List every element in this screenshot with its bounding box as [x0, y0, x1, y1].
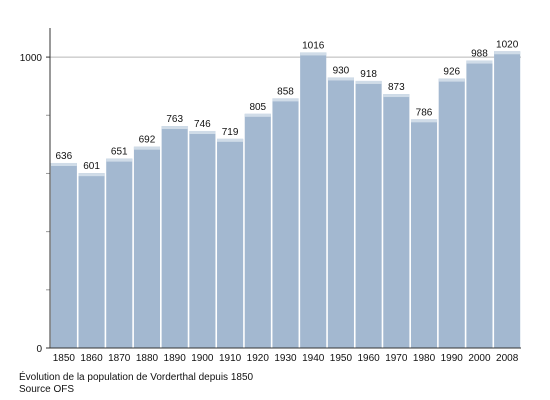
bar-1890 — [161, 126, 188, 348]
x-tick-label: 1920 — [247, 353, 270, 364]
x-tick-label: 2008 — [496, 353, 519, 364]
bar-highlight — [217, 138, 244, 142]
value-label: 988 — [471, 49, 488, 60]
value-label: 930 — [333, 65, 350, 76]
value-label: 873 — [388, 82, 405, 93]
value-label: 719 — [222, 127, 239, 138]
bar-1960 — [355, 80, 382, 348]
bar-highlight — [244, 113, 271, 117]
value-label: 805 — [249, 102, 266, 113]
bar-1930 — [272, 98, 299, 349]
x-tick-label: 1850 — [53, 353, 76, 364]
value-labels: 636 1850 601 1860 651 1870 692 1880 763 1890 746 19… — [53, 39, 519, 364]
x-tick-label: 1970 — [385, 353, 408, 364]
bar-1910 — [217, 138, 244, 348]
bar-1900 — [189, 130, 216, 348]
chart-caption-source: Source OFS — [19, 384, 75, 395]
value-label: 601 — [83, 161, 100, 172]
bar-1990 — [438, 78, 465, 349]
value-label: 763 — [166, 114, 183, 125]
value-label: 1016 — [302, 40, 325, 51]
bar-1870 — [106, 158, 133, 348]
bar-highlight — [106, 158, 133, 162]
value-label: 1020 — [496, 39, 519, 50]
value-label: 918 — [360, 69, 377, 80]
x-tick-label: 1950 — [330, 353, 353, 364]
bar-1980 — [410, 119, 438, 348]
bar-highlight — [189, 130, 216, 134]
x-tick-label: 1980 — [413, 353, 436, 364]
bar-highlight — [161, 126, 188, 130]
bar-highlight — [327, 77, 354, 81]
bars — [50, 51, 521, 349]
chart-caption-title: Évolution de la population de Vorderthal… — [19, 372, 254, 383]
y-tick-label: 1000 — [20, 53, 43, 64]
bar-highlight — [466, 60, 493, 64]
bar-highlight — [355, 80, 382, 84]
bar-highlight — [494, 51, 521, 55]
value-label: 692 — [139, 135, 156, 146]
axes: 0 1000 — [20, 28, 521, 355]
x-tick-label: 1910 — [219, 353, 242, 364]
value-label: 636 — [56, 151, 73, 162]
bar-highlight — [272, 98, 299, 102]
x-tick-label: 1960 — [357, 353, 380, 364]
bar-1850 — [50, 162, 77, 348]
bar-2008 — [494, 51, 521, 348]
x-tick-label: 1940 — [302, 353, 325, 364]
bar-highlight — [78, 173, 105, 177]
x-tick-label: 1930 — [274, 353, 297, 364]
x-tick-label: 1860 — [80, 353, 103, 364]
bar-1940 — [300, 52, 327, 348]
bar-highlight — [133, 146, 161, 150]
x-tick-label: 1890 — [164, 353, 187, 364]
value-label: 786 — [416, 107, 433, 118]
bar-1860 — [78, 173, 105, 348]
x-tick-label: 1990 — [441, 353, 464, 364]
bar-2000 — [466, 60, 493, 348]
bar-highlight — [410, 119, 438, 123]
value-label: 858 — [277, 86, 294, 97]
value-label: 926 — [443, 67, 460, 78]
bar-1920 — [244, 113, 271, 349]
value-label: 651 — [111, 147, 128, 158]
x-tick-label: 1900 — [191, 353, 214, 364]
x-tick-label: 1880 — [136, 353, 159, 364]
bar-1880 — [133, 146, 161, 348]
bar-highlight — [50, 162, 77, 166]
bar-highlight — [383, 94, 410, 98]
value-label: 746 — [194, 119, 211, 130]
bar-1950 — [327, 77, 354, 349]
bar-1970 — [383, 94, 410, 348]
x-tick-label: 1870 — [108, 353, 131, 364]
bar-highlight — [300, 52, 327, 56]
y-tick-label: 0 — [36, 344, 42, 355]
bar-highlight — [438, 78, 465, 82]
x-tick-label: 2000 — [468, 353, 491, 364]
